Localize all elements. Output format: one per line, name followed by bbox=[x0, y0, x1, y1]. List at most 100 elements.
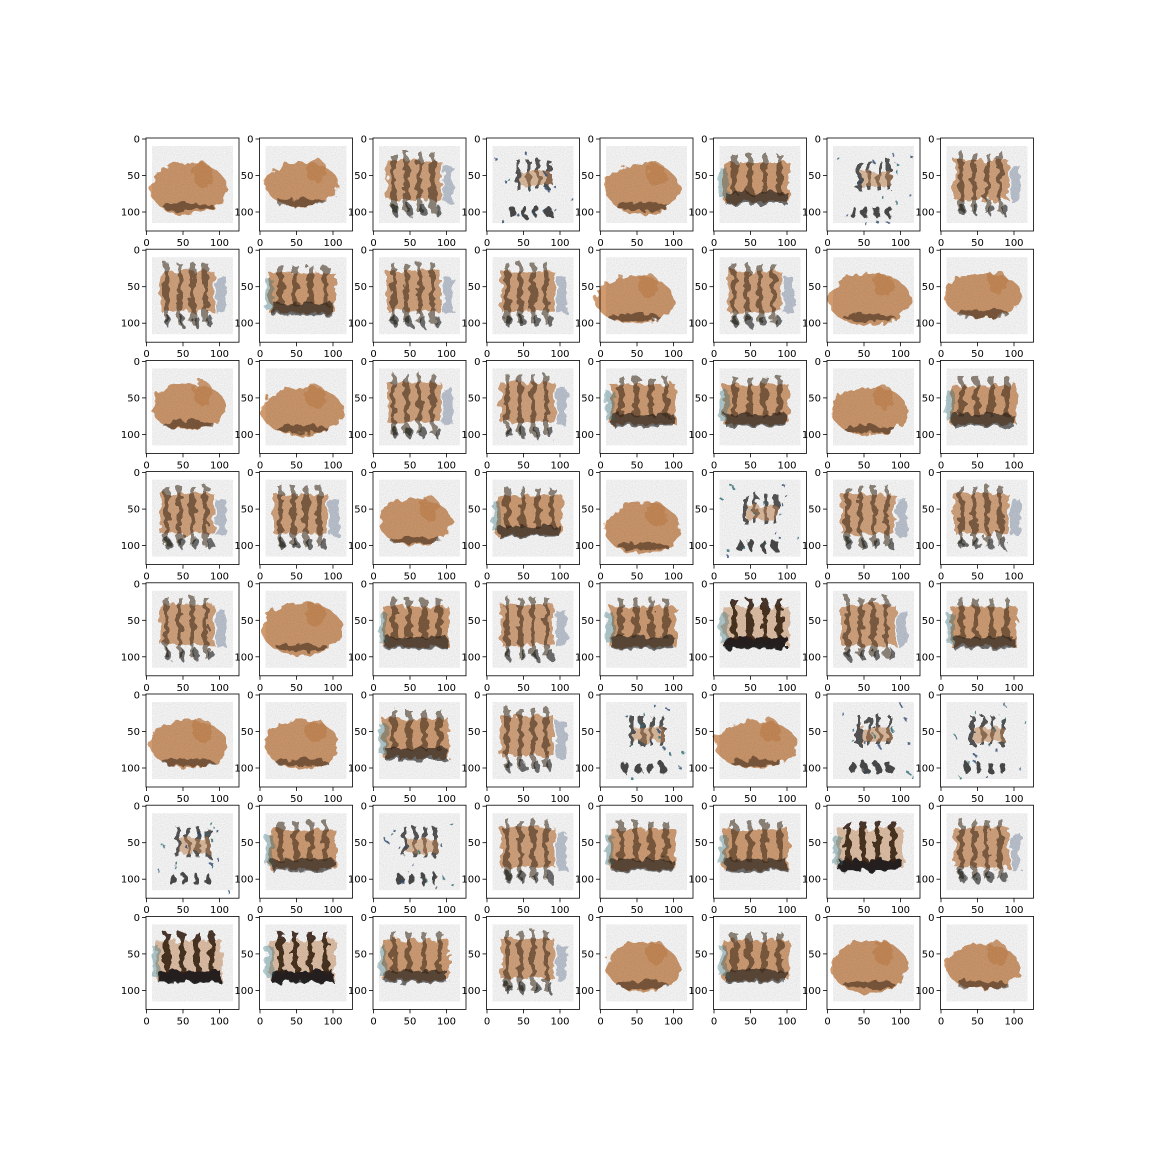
y-tick-label: 0 bbox=[928, 691, 934, 702]
x-tick-label: 50 bbox=[858, 349, 871, 360]
y-tick-label: 0 bbox=[361, 468, 367, 479]
generated-sample-image bbox=[600, 805, 693, 899]
generated-sample-image bbox=[600, 694, 693, 787]
y-tick-label: 0 bbox=[474, 579, 480, 590]
subplot-axes: 0 50 100 0 50 100 bbox=[802, 579, 921, 694]
y-tick-label: 100 bbox=[575, 986, 594, 997]
y-tick-label: 100 bbox=[575, 652, 594, 663]
y-tick-label: 100 bbox=[688, 652, 707, 663]
axes-frame bbox=[826, 359, 921, 454]
generated-sample-image bbox=[940, 249, 1034, 343]
axes-frame bbox=[599, 137, 694, 232]
axes-frame bbox=[940, 804, 1034, 899]
x-tick-label: 100 bbox=[777, 349, 796, 360]
axes-frame bbox=[599, 804, 694, 899]
y-tick-label: 100 bbox=[915, 208, 934, 219]
x-tick-label: 50 bbox=[858, 905, 871, 916]
y-tick-label: 0 bbox=[134, 246, 140, 257]
subplot-axes: 0 50 100 0 50 100 bbox=[461, 691, 580, 805]
x-tick-label: 0 bbox=[257, 572, 263, 583]
x-tick-label: 50 bbox=[517, 572, 530, 583]
generated-sample-image bbox=[373, 694, 466, 787]
y-tick-label: 50 bbox=[354, 838, 367, 849]
x-tick-label: 50 bbox=[971, 238, 984, 249]
subplot-axes: 0 50 100 0 50 100 bbox=[234, 135, 353, 249]
x-tick-label: 100 bbox=[323, 1016, 342, 1027]
generated-sample-image bbox=[146, 805, 239, 899]
x-tick-label: 0 bbox=[484, 683, 490, 694]
x-tick-label: 100 bbox=[550, 683, 569, 694]
axes-frame bbox=[372, 359, 467, 454]
x-tick-label: 0 bbox=[938, 460, 944, 471]
generated-sample-image bbox=[827, 249, 920, 343]
subplot-axes: 0 50 100 0 50 100 bbox=[802, 357, 921, 471]
y-tick-label: 0 bbox=[474, 802, 480, 813]
y-tick-label: 0 bbox=[134, 691, 140, 702]
generated-sample-image bbox=[827, 805, 920, 899]
subplot-axes: 0 50 100 0 50 100 bbox=[915, 135, 1034, 249]
y-tick-label: 100 bbox=[802, 319, 821, 330]
x-tick-label: 100 bbox=[1004, 683, 1023, 694]
y-tick-label: 100 bbox=[688, 986, 707, 997]
y-tick-label: 0 bbox=[588, 357, 594, 368]
x-tick-label: 0 bbox=[597, 905, 603, 916]
y-tick-label: 50 bbox=[468, 505, 481, 516]
y-tick-label: 0 bbox=[361, 357, 367, 368]
y-tick-label: 50 bbox=[241, 727, 254, 738]
y-tick-label: 0 bbox=[361, 579, 367, 590]
x-tick-label: 0 bbox=[484, 349, 490, 360]
x-tick-label: 0 bbox=[370, 794, 376, 805]
y-tick-label: 100 bbox=[575, 319, 594, 330]
y-tick-label: 0 bbox=[134, 579, 140, 590]
axes-frame bbox=[713, 582, 807, 677]
y-tick-label: 50 bbox=[241, 393, 254, 404]
axes-frame bbox=[486, 693, 580, 788]
x-tick-label: 100 bbox=[437, 238, 456, 249]
y-tick-label: 0 bbox=[247, 802, 253, 813]
axes-frame bbox=[486, 582, 580, 677]
subplot-axes: 0 50 100 0 50 100 bbox=[348, 246, 467, 360]
axes-frame bbox=[713, 693, 807, 788]
axes-frame bbox=[486, 137, 580, 232]
y-tick-label: 0 bbox=[474, 691, 480, 702]
x-tick-label: 100 bbox=[1004, 349, 1023, 360]
axes-frame bbox=[486, 471, 580, 566]
subplot-axes: 0 50 100 0 50 100 bbox=[915, 357, 1034, 471]
y-tick-label: 50 bbox=[127, 282, 140, 293]
axes-frame bbox=[259, 471, 353, 566]
x-tick-label: 0 bbox=[711, 683, 717, 694]
x-tick-label: 0 bbox=[938, 905, 944, 916]
y-tick-label: 100 bbox=[234, 652, 253, 663]
y-tick-label: 50 bbox=[127, 171, 140, 182]
generated-sample-image bbox=[259, 249, 353, 343]
x-tick-label: 50 bbox=[971, 794, 984, 805]
y-tick-label: 0 bbox=[928, 357, 934, 368]
x-tick-label: 50 bbox=[404, 238, 417, 249]
generated-sample-image bbox=[486, 694, 580, 787]
generated-sample-image bbox=[486, 805, 580, 899]
y-tick-label: 0 bbox=[247, 135, 253, 146]
generated-sample-image bbox=[713, 805, 807, 899]
axes-frame bbox=[145, 248, 240, 343]
subplot-axes: 0 50 100 0 50 100 bbox=[461, 357, 580, 471]
x-tick-label: 0 bbox=[938, 683, 944, 694]
y-tick-label: 100 bbox=[234, 875, 253, 886]
generated-sample-image bbox=[146, 916, 239, 1010]
y-tick-label: 50 bbox=[468, 727, 481, 738]
axes-frame bbox=[940, 693, 1034, 788]
y-tick-label: 100 bbox=[915, 430, 934, 441]
generated-sample-image bbox=[486, 471, 580, 565]
generated-sample-image bbox=[827, 916, 920, 1010]
axes-frame bbox=[486, 916, 580, 1010]
generated-sample-image bbox=[827, 694, 920, 787]
x-tick-label: 100 bbox=[777, 794, 796, 805]
x-tick-label: 0 bbox=[484, 460, 490, 471]
axes-frame bbox=[599, 693, 694, 788]
y-tick-label: 0 bbox=[701, 135, 707, 146]
y-tick-label: 100 bbox=[802, 875, 821, 886]
subplot-axes: 0 50 100 0 50 100 bbox=[234, 691, 353, 805]
x-tick-label: 100 bbox=[323, 683, 342, 694]
x-tick-label: 50 bbox=[404, 349, 417, 360]
subplot-axes: 0 50 100 0 50 100 bbox=[688, 135, 807, 249]
x-tick-label: 0 bbox=[143, 683, 149, 694]
